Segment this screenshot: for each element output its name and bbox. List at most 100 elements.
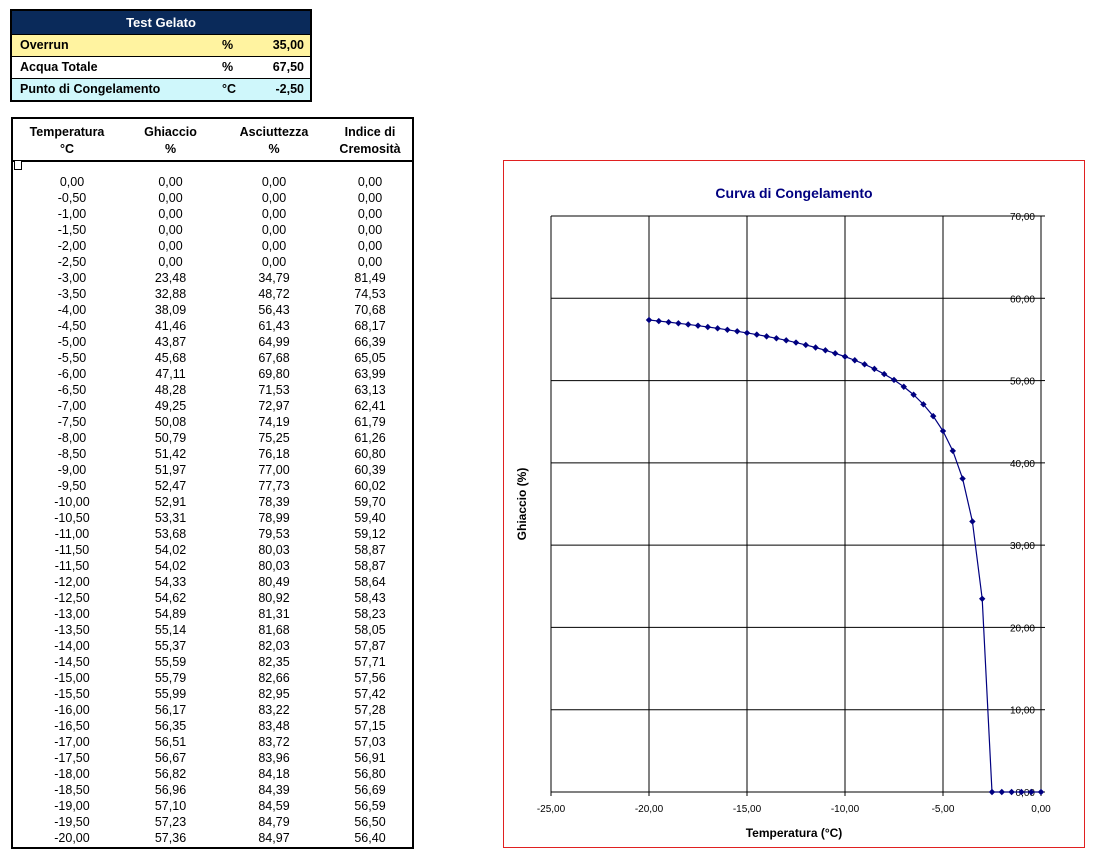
table-cell[interactable]: -13,50 <box>54 623 90 637</box>
table-cell[interactable]: 0,00 <box>261 191 287 205</box>
summary-value[interactable]: -2,50 <box>275 82 305 96</box>
table-cell[interactable]: 58,43 <box>354 591 386 605</box>
table-cell[interactable]: 56,91 <box>354 751 386 765</box>
table-cell[interactable]: 45,68 <box>154 351 187 365</box>
table-cell[interactable]: 0,00 <box>261 239 287 253</box>
table-cell[interactable]: -9,00 <box>57 463 87 477</box>
table-cell[interactable]: 71,53 <box>258 383 290 397</box>
table-cell[interactable]: 69,80 <box>258 367 290 381</box>
table-cell[interactable]: 57,56 <box>354 671 386 685</box>
table-cell[interactable]: 80,49 <box>258 575 290 589</box>
table-cell[interactable]: 56,67 <box>154 751 187 765</box>
table-cell[interactable]: 78,39 <box>258 495 290 509</box>
table-cell[interactable]: 0,00 <box>357 223 383 237</box>
table-cell[interactable]: 38,09 <box>154 303 187 317</box>
table-cell[interactable]: -4,50 <box>57 319 87 333</box>
table-cell[interactable]: 58,23 <box>354 607 386 621</box>
table-cell[interactable]: 56,82 <box>154 767 187 781</box>
table-cell[interactable]: 60,02 <box>354 479 386 493</box>
table-cell[interactable]: 83,48 <box>258 719 290 733</box>
table-cell[interactable]: -2,00 <box>57 239 87 253</box>
table-cell[interactable]: 83,72 <box>258 735 290 749</box>
table-cell[interactable]: 41,46 <box>154 319 187 333</box>
table-cell[interactable]: 52,47 <box>154 479 187 493</box>
table-cell[interactable]: 54,02 <box>154 543 187 557</box>
table-cell[interactable]: 60,80 <box>354 447 386 461</box>
table-cell[interactable]: -1,50 <box>57 223 87 237</box>
freezing-curve-chart[interactable]: Curva di Congelamento 0,00 10,00 20,00 30,00… <box>503 160 1085 848</box>
table-cell[interactable]: 57,28 <box>354 703 386 717</box>
table-cell[interactable]: 0,00 <box>158 207 183 221</box>
table-cell[interactable]: -11,50 <box>54 543 90 557</box>
table-cell[interactable]: -11,00 <box>54 527 90 541</box>
table-cell[interactable]: 0,00 <box>357 207 383 221</box>
table-cell[interactable]: 64,99 <box>258 335 290 349</box>
table-cell[interactable]: -15,50 <box>54 687 90 701</box>
table-cell[interactable]: -5,00 <box>57 335 87 349</box>
table-cell[interactable]: 54,89 <box>154 607 187 621</box>
table-cell[interactable]: 62,41 <box>354 399 386 413</box>
table-cell[interactable]: 55,14 <box>154 623 187 637</box>
table-cell[interactable]: -15,00 <box>54 671 90 685</box>
table-cell[interactable]: 56,40 <box>354 831 386 845</box>
table-cell[interactable]: 56,51 <box>154 735 187 749</box>
table-cell[interactable]: 77,00 <box>258 463 290 477</box>
table-cell[interactable]: 54,02 <box>154 559 187 573</box>
table-cell[interactable]: 65,05 <box>354 351 386 365</box>
table-cell[interactable]: 82,66 <box>258 671 290 685</box>
table-cell[interactable]: 56,50 <box>354 815 386 829</box>
table-cell[interactable]: -20,00 <box>54 831 90 845</box>
table-cell[interactable]: -19,00 <box>54 799 90 813</box>
table-cell[interactable]: 82,95 <box>258 687 290 701</box>
table-cell[interactable]: 0,00 <box>158 175 183 189</box>
table-cell[interactable]: 53,31 <box>154 511 187 525</box>
table-cell[interactable]: 48,28 <box>154 383 187 397</box>
table-cell[interactable]: -8,00 <box>57 431 87 445</box>
table-cell[interactable]: 54,62 <box>154 591 187 605</box>
table-cell[interactable]: 84,39 <box>258 783 290 797</box>
table-cell[interactable]: 84,59 <box>258 799 290 813</box>
table-cell[interactable]: 57,03 <box>354 735 386 749</box>
table-cell[interactable]: 49,25 <box>154 399 187 413</box>
table-cell[interactable]: 61,79 <box>354 415 386 429</box>
table-cell[interactable]: -2,50 <box>57 255 87 269</box>
cell-selection-handle[interactable] <box>14 160 22 170</box>
table-cell[interactable]: 57,87 <box>354 639 386 653</box>
table-cell[interactable]: -1,00 <box>57 207 87 221</box>
table-cell[interactable]: 56,43 <box>258 303 290 317</box>
table-cell[interactable]: 55,79 <box>154 671 187 685</box>
table-cell[interactable]: 59,40 <box>354 511 386 525</box>
table-cell[interactable]: 0,00 <box>158 191 183 205</box>
table-cell[interactable]: 54,33 <box>154 575 187 589</box>
table-cell[interactable]: 0,00 <box>261 207 287 221</box>
summary-value[interactable]: 35,00 <box>272 38 304 52</box>
table-cell[interactable]: 56,96 <box>154 783 187 797</box>
table-cell[interactable]: 47,11 <box>155 367 186 381</box>
table-cell[interactable]: 58,64 <box>354 575 386 589</box>
table-cell[interactable]: 59,70 <box>354 495 386 509</box>
table-cell[interactable]: 57,71 <box>354 655 386 669</box>
table-cell[interactable]: 80,92 <box>258 591 290 605</box>
table-cell[interactable]: 56,80 <box>354 767 386 781</box>
table-cell[interactable]: -17,00 <box>54 735 90 749</box>
table-cell[interactable]: -16,00 <box>54 703 90 717</box>
table-cell[interactable]: 57,23 <box>154 815 187 829</box>
table-cell[interactable]: 63,13 <box>354 383 386 397</box>
table-cell[interactable]: 56,69 <box>354 783 386 797</box>
table-cell[interactable]: 51,97 <box>154 463 187 477</box>
table-cell[interactable]: 43,87 <box>154 335 187 349</box>
table-cell[interactable]: 84,97 <box>258 831 290 845</box>
table-cell[interactable]: 56,35 <box>154 719 187 733</box>
table-cell[interactable]: -4,00 <box>57 303 87 317</box>
table-cell[interactable]: 81,31 <box>258 607 290 621</box>
table-cell[interactable]: 52,91 <box>154 495 187 509</box>
table-cell[interactable]: -7,50 <box>57 415 87 429</box>
table-cell[interactable]: 84,79 <box>258 815 290 829</box>
table-cell[interactable]: 58,87 <box>354 543 386 557</box>
table-cell[interactable]: 82,03 <box>258 639 290 653</box>
table-cell[interactable]: -3,00 <box>57 271 87 285</box>
table-cell[interactable]: 60,39 <box>354 463 386 477</box>
table-cell[interactable]: -6,00 <box>57 367 87 381</box>
table-cell[interactable]: -11,50 <box>54 559 90 573</box>
table-cell[interactable]: 78,99 <box>258 511 290 525</box>
